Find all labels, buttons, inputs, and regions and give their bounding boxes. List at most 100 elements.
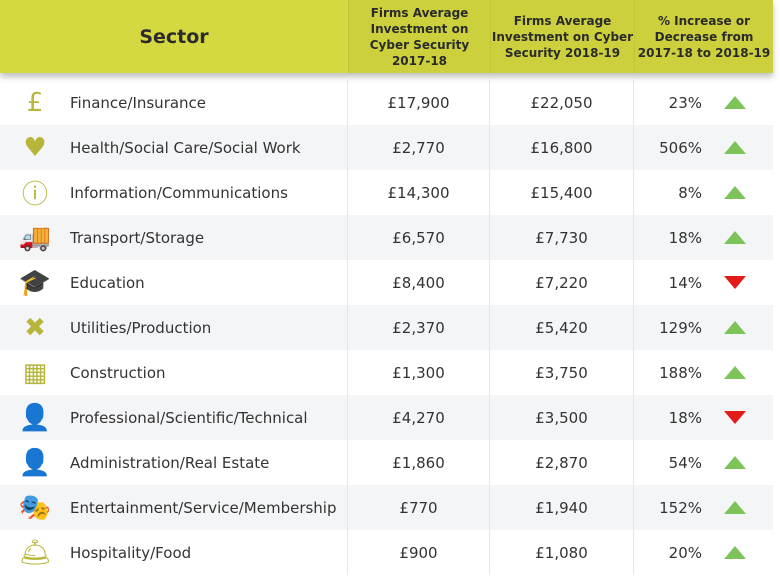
investment-2017-18: £1,860 [348, 440, 490, 485]
down-arrow-icon [724, 276, 746, 289]
sector-cell: 🚚 Transport/Storage [0, 215, 348, 260]
table-row: 🛎 Hospitality/Food £900 £1,080 20% [0, 530, 773, 575]
table-row: 👤 Administration/Real Estate £1,860 £2,8… [0, 440, 773, 485]
up-arrow-icon [724, 546, 746, 559]
sector-name: Entertainment/Service/Membership [70, 498, 337, 517]
investment-2017-18: £4,270 [348, 395, 490, 440]
table-header: Sector Firms Average Investment on Cyber… [0, 0, 773, 73]
investment-2018-19: £22,050 [490, 80, 634, 125]
investment-2017-18: £2,370 [348, 305, 490, 350]
sector-cell: ▦ Construction [0, 350, 348, 395]
investment-2018-19: £2,870 [490, 440, 634, 485]
investment-2018-19: £1,940 [490, 485, 634, 530]
tools-icon: ✖ [24, 312, 46, 343]
sector-cell: ♥ Health/Social Care/Social Work [0, 125, 348, 170]
investment-2017-18: £1,300 [348, 350, 490, 395]
heart-cross-icon: ♥ [23, 132, 47, 163]
table-row: ✖ Utilities/Production £2,370 £5,420 129… [0, 305, 773, 350]
investment-2017-18: £770 [348, 485, 490, 530]
percent-change: 23% [668, 93, 702, 112]
sector-cell: 🎓 Education [0, 260, 348, 305]
up-arrow-icon [724, 141, 746, 154]
up-arrow-icon [724, 186, 746, 199]
percent-change: 188% [659, 363, 702, 382]
change-cell: 506% [634, 125, 773, 170]
up-arrow-icon [724, 231, 746, 244]
change-cell: 14% [634, 260, 773, 305]
sector-name: Information/Communications [70, 183, 288, 202]
brick-wall-icon: ▦ [22, 357, 48, 388]
header-sector: Sector [0, 0, 348, 73]
up-arrow-icon [724, 96, 746, 109]
table-row: 🎭 Entertainment/Service/Membership £770 … [0, 485, 773, 530]
person-gear-icon: 👤 [18, 447, 52, 478]
table-row: ♥ Health/Social Care/Social Work £2,770 … [0, 125, 773, 170]
change-cell: 20% [634, 530, 773, 575]
sector-cell: ⓘ Information/Communications [0, 170, 348, 215]
pound-coin-icon: £ [26, 87, 44, 118]
header-2017-18: Firms Average Investment on Cyber Securi… [348, 0, 490, 73]
investment-2018-19: £5,420 [490, 305, 634, 350]
theatre-masks-icon: 🎭 [18, 492, 52, 523]
investment-2018-19: £3,500 [490, 395, 634, 440]
investment-2017-18: £17,900 [348, 80, 490, 125]
percent-change: 54% [668, 453, 702, 472]
percent-change: 20% [668, 543, 702, 562]
investment-2017-18: £14,300 [348, 170, 490, 215]
change-cell: 152% [634, 485, 773, 530]
percent-change: 14% [668, 273, 702, 292]
sector-cell: 🎭 Entertainment/Service/Membership [0, 485, 348, 530]
investment-2018-19: £3,750 [490, 350, 634, 395]
sector-name: Utilities/Production [70, 318, 212, 337]
sector-cell: £ Finance/Insurance [0, 80, 348, 125]
header-2018-19: Firms Average Investment on Cyber Securi… [490, 0, 634, 73]
sector-cell: ✖ Utilities/Production [0, 305, 348, 350]
table-row: ⓘ Information/Communications £14,300 £15… [0, 170, 773, 215]
sector-cell: 👤 Administration/Real Estate [0, 440, 348, 485]
change-cell: 188% [634, 350, 773, 395]
header-change: % Increase or Decrease from 2017-18 to 2… [634, 0, 773, 73]
down-arrow-icon [724, 411, 746, 424]
change-cell: 18% [634, 395, 773, 440]
sector-cell: 🛎 Hospitality/Food [0, 530, 348, 575]
sector-name: Transport/Storage [70, 228, 205, 247]
investment-2017-18: £900 [348, 530, 490, 575]
investment-2017-18: £8,400 [348, 260, 490, 305]
up-arrow-icon [724, 501, 746, 514]
table-row: 🚚 Transport/Storage £6,570 £7,730 18% [0, 215, 773, 260]
service-bell-icon: 🛎 [18, 537, 52, 568]
sector-name: Hospitality/Food [70, 543, 192, 562]
percent-change: 18% [668, 408, 702, 427]
sector-name: Education [70, 273, 145, 292]
graduation-cap-icon: 🎓 [18, 267, 52, 298]
investment-2018-19: £16,800 [490, 125, 634, 170]
percent-change: 18% [668, 228, 702, 247]
investment-2018-19: £1,080 [490, 530, 634, 575]
change-cell: 8% [634, 170, 773, 215]
table-row: £ Finance/Insurance £17,900 £22,050 23% [0, 80, 773, 125]
investment-2017-18: £6,570 [348, 215, 490, 260]
up-arrow-icon [724, 321, 746, 334]
table-row: 🎓 Education £8,400 £7,220 14% [0, 260, 773, 305]
table-body: £ Finance/Insurance £17,900 £22,050 23% … [0, 80, 773, 575]
info-icon: ⓘ [21, 180, 48, 210]
table-row: ▦ Construction £1,300 £3,750 188% [0, 350, 773, 395]
truck-icon: 🚚 [18, 222, 52, 253]
percent-change: 129% [659, 318, 702, 337]
sector-name: Health/Social Care/Social Work [70, 138, 301, 157]
change-cell: 54% [634, 440, 773, 485]
percent-change: 8% [678, 183, 702, 202]
businessman-icon: 👤 [18, 402, 52, 433]
sector-cell: 👤 Professional/Scientific/Technical [0, 395, 348, 440]
percent-change: 152% [659, 498, 702, 517]
up-arrow-icon [724, 366, 746, 379]
investment-2017-18: £2,770 [348, 125, 490, 170]
sector-name: Professional/Scientific/Technical [70, 408, 308, 427]
change-cell: 23% [634, 80, 773, 125]
up-arrow-icon [724, 456, 746, 469]
table-row: 👤 Professional/Scientific/Technical £4,2… [0, 395, 773, 440]
change-cell: 18% [634, 215, 773, 260]
sector-name: Administration/Real Estate [70, 453, 270, 472]
percent-change: 506% [659, 138, 702, 157]
investment-2018-19: £7,730 [490, 215, 634, 260]
